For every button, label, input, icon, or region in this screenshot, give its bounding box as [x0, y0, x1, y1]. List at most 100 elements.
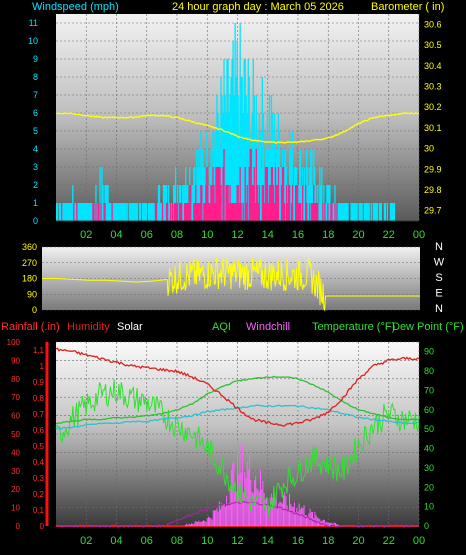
wind-speed-bar [383, 203, 386, 221]
wind-speed-bar [393, 203, 396, 221]
wind-gust-bar [100, 203, 102, 221]
wind-speed-bar [57, 203, 59, 221]
temperature-line [55, 375, 420, 425]
baro-y-tick: 29.9 [424, 164, 442, 174]
wind-speed-bar [113, 203, 115, 221]
wind-gust-bar [235, 203, 237, 221]
wind-speed-bar [321, 167, 323, 221]
wind-speed-bar [345, 203, 347, 221]
wind-gust-bar [212, 167, 214, 221]
wind-gust-bar [313, 185, 315, 221]
wind-y-tick: 4 [33, 144, 38, 154]
wind-speed-bar [109, 203, 111, 221]
wind-gust-bar [233, 203, 235, 221]
wind-gust-bar [222, 167, 224, 221]
wind-gust-bar [288, 185, 291, 221]
wind-speed-bar [152, 203, 155, 221]
wind-gust-bar [276, 185, 279, 221]
compass-label: S [435, 272, 442, 284]
wind-speed-bar [328, 185, 330, 221]
wind-gust-bar [225, 185, 227, 221]
wind-speed-bar [325, 203, 327, 221]
wind-speed-bar [202, 149, 204, 221]
wind-y-tick: 3 [33, 162, 38, 172]
wind-gust-bar [194, 203, 196, 221]
wind-gust-bar [76, 203, 78, 221]
wind-gust-bar [200, 185, 202, 221]
wind-speed-bar [339, 203, 341, 221]
wind-speed-bar [131, 203, 133, 221]
wind-speed-bar [90, 203, 92, 221]
wind-gust-bar [219, 167, 221, 221]
temperature-y-tick: 20 [424, 482, 434, 492]
wind-speed-bar [200, 131, 202, 221]
wind-gust-bar [204, 203, 206, 221]
wind-speed-bar [132, 203, 134, 221]
wind-speed-bar [304, 167, 306, 221]
wind-gust-bar [190, 185, 192, 221]
wind-speed-bar [375, 203, 377, 221]
temperature-y-tick: 30 [424, 463, 434, 473]
wind-speed-bar [301, 185, 303, 221]
wind-speed-bar [121, 203, 123, 221]
wind-y-tick: 10 [28, 36, 38, 46]
wind-speed-bar [340, 203, 342, 221]
barometer-line [55, 112, 420, 144]
wind-gust-bar [280, 185, 283, 221]
compass-label: W [434, 257, 445, 269]
wind-speed-bar [102, 185, 104, 221]
x-tick-label: 18 [322, 535, 334, 547]
wind-gust-bar [177, 203, 179, 221]
wind-speed-bar [110, 203, 112, 221]
wind-speed-bar [126, 203, 128, 221]
wind-speed-bar [310, 149, 312, 221]
wind-speed-bar [182, 185, 184, 221]
temperature-y-tick: 90 [424, 347, 434, 357]
wind-speed-bar [292, 185, 295, 221]
wind-gust-bar [92, 203, 94, 221]
x-tick-label: 00 [413, 535, 425, 547]
temperature-y-tick: 60 [424, 405, 434, 415]
wind-gust-bar [173, 203, 176, 221]
wind-speed-bar [353, 203, 355, 221]
wind-y-tick: 6 [33, 108, 38, 118]
wind-gust-bar [198, 203, 200, 221]
x-tick-label: 12 [231, 535, 243, 547]
wind-speed-bar [326, 185, 328, 221]
humidity-y-tick: 90 [11, 356, 20, 365]
wind-speed-bar [291, 131, 294, 221]
x-tick-label: 02 [80, 229, 92, 241]
wind-speed-bar [319, 167, 321, 221]
x-tick-label: 06 [141, 229, 153, 241]
wind-gust-bar [270, 167, 273, 221]
wind-speed-bar [209, 167, 211, 221]
wind-gust-bar [95, 203, 97, 221]
wind-panel-axes: 0123456789101129.729.829.93030.130.230.3… [28, 18, 442, 241]
x-tick-label: 16 [292, 535, 304, 547]
wind-speed-bar [338, 203, 340, 221]
wind-speed-bar [83, 203, 85, 221]
wind-speed-bar [367, 203, 369, 221]
wind-y-tick: 8 [33, 72, 38, 82]
x-tick-label: 08 [171, 229, 183, 241]
wind-speed-bar [366, 203, 368, 221]
wind-speed-bar [197, 167, 199, 221]
wind-speed-bar [232, 41, 234, 221]
wind-speed-bar [240, 77, 242, 221]
wind-speed-bar [221, 95, 223, 221]
wind-speed-bar [260, 167, 262, 221]
wind-speed-bar [158, 185, 161, 221]
wind-gust-bar [277, 167, 280, 221]
wind-speed-bar [106, 185, 108, 221]
wind-speed-bar [226, 59, 228, 221]
wind-gust-bar [302, 185, 304, 221]
baro-y-tick: 30.5 [424, 40, 442, 50]
wind-gust-bar [322, 203, 324, 221]
wind-speed-bar [227, 59, 229, 221]
wind-gust-bar [188, 203, 190, 221]
legend-temperature: Temperature (°F) [312, 321, 395, 333]
temperature-y-tick: 10 [424, 502, 434, 512]
wind-speed-bar [59, 203, 61, 221]
wind-gust-bar [271, 167, 274, 221]
wind-speed-bar [213, 131, 215, 221]
